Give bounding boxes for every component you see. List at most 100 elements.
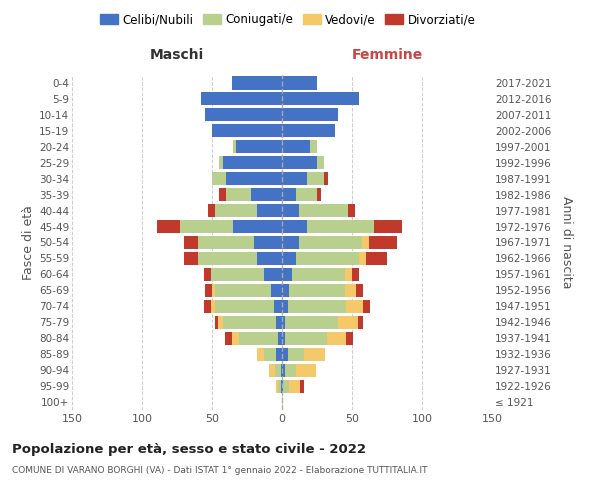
Bar xyxy=(282,172,307,185)
Bar xyxy=(282,140,310,153)
Y-axis label: Anni di nascita: Anni di nascita xyxy=(560,196,573,289)
Bar xyxy=(180,220,233,233)
Bar xyxy=(264,348,277,360)
Bar xyxy=(215,284,271,297)
Bar xyxy=(299,236,362,249)
Bar xyxy=(292,268,345,281)
Bar xyxy=(317,156,324,170)
Bar xyxy=(212,172,226,185)
Bar xyxy=(317,188,321,201)
Bar xyxy=(212,124,282,138)
Bar xyxy=(224,332,232,345)
Bar xyxy=(215,316,218,329)
Bar xyxy=(278,380,281,392)
Bar xyxy=(184,236,198,249)
Bar xyxy=(264,268,282,281)
Bar xyxy=(296,252,359,265)
Text: Femmine: Femmine xyxy=(352,48,422,62)
Bar xyxy=(282,380,283,392)
Bar xyxy=(251,188,282,201)
Bar xyxy=(223,156,282,170)
Bar xyxy=(257,204,282,217)
Bar xyxy=(257,348,264,360)
Bar xyxy=(289,284,345,297)
Bar xyxy=(374,220,403,233)
Bar xyxy=(282,188,296,201)
Bar xyxy=(282,76,317,90)
Bar xyxy=(203,268,211,281)
Bar xyxy=(198,252,257,265)
Bar xyxy=(304,348,325,360)
Bar xyxy=(362,236,369,249)
Bar xyxy=(282,204,299,217)
Bar xyxy=(366,252,387,265)
Bar xyxy=(358,316,363,329)
Bar xyxy=(157,220,180,233)
Bar xyxy=(282,316,285,329)
Bar xyxy=(282,348,287,360)
Bar xyxy=(285,364,296,376)
Bar xyxy=(282,284,289,297)
Bar xyxy=(346,332,353,345)
Bar xyxy=(233,140,236,153)
Bar xyxy=(208,204,215,217)
Bar xyxy=(348,204,355,217)
Bar xyxy=(310,140,317,153)
Bar xyxy=(215,300,274,313)
Y-axis label: Fasce di età: Fasce di età xyxy=(22,205,35,280)
Bar xyxy=(282,396,283,408)
Bar xyxy=(205,284,212,297)
Bar xyxy=(285,332,327,345)
Bar xyxy=(287,300,346,313)
Bar xyxy=(281,380,282,392)
Bar xyxy=(282,92,359,106)
Bar xyxy=(226,188,251,201)
Bar xyxy=(219,188,226,201)
Bar xyxy=(257,252,282,265)
Bar xyxy=(289,380,300,392)
Bar xyxy=(296,188,317,201)
Bar xyxy=(363,300,370,313)
Bar xyxy=(211,300,215,313)
Bar xyxy=(277,348,282,360)
Bar xyxy=(287,348,304,360)
Bar xyxy=(232,76,282,90)
Bar xyxy=(282,364,285,376)
Bar xyxy=(281,364,282,376)
Bar xyxy=(211,268,264,281)
Bar xyxy=(218,316,223,329)
Bar xyxy=(226,172,282,185)
Bar xyxy=(283,380,289,392)
Bar xyxy=(236,140,282,153)
Bar xyxy=(307,220,374,233)
Bar xyxy=(184,252,198,265)
Bar xyxy=(203,300,211,313)
Bar xyxy=(300,380,304,392)
Bar xyxy=(232,332,239,345)
Bar xyxy=(338,316,358,329)
Bar xyxy=(212,284,215,297)
Bar xyxy=(223,316,277,329)
Bar xyxy=(275,364,281,376)
Bar xyxy=(215,204,257,217)
Bar xyxy=(282,332,285,345)
Bar xyxy=(282,268,292,281)
Bar xyxy=(277,316,282,329)
Bar xyxy=(307,172,324,185)
Bar xyxy=(205,108,282,122)
Bar xyxy=(277,380,278,392)
Bar xyxy=(345,284,356,297)
Bar xyxy=(282,108,338,122)
Bar xyxy=(282,252,296,265)
Text: COMUNE DI VARANO BORGHI (VA) - Dati ISTAT 1° gennaio 2022 - Elaborazione TUTTITA: COMUNE DI VARANO BORGHI (VA) - Dati ISTA… xyxy=(12,466,427,475)
Legend: Celibi/Nubili, Coniugati/e, Vedovi/e, Divorziati/e: Celibi/Nubili, Coniugati/e, Vedovi/e, Di… xyxy=(95,8,481,31)
Bar xyxy=(239,332,278,345)
Bar xyxy=(282,156,317,170)
Bar xyxy=(369,236,397,249)
Bar xyxy=(299,204,348,217)
Bar xyxy=(282,236,299,249)
Text: Maschi: Maschi xyxy=(150,48,204,62)
Bar xyxy=(327,332,346,345)
Bar xyxy=(254,236,282,249)
Bar xyxy=(198,236,254,249)
